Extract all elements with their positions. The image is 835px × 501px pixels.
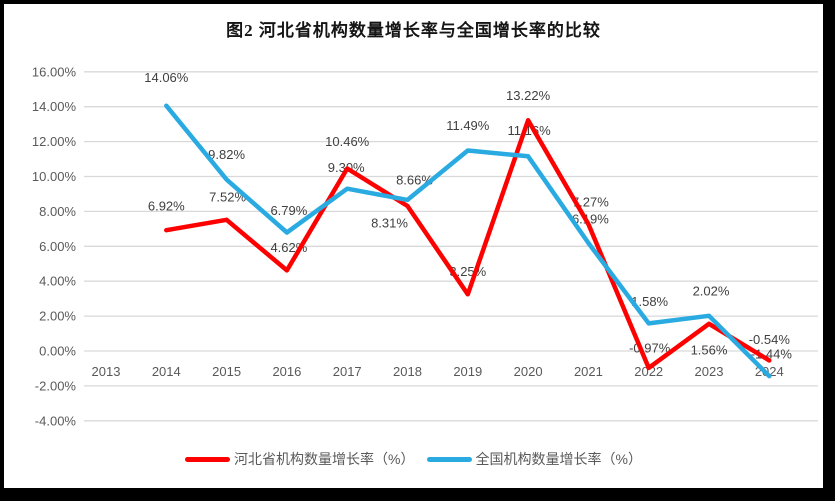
- y-axis-tick-label: 14.00%: [32, 99, 77, 114]
- y-axis-tick-label: 16.00%: [32, 64, 77, 79]
- red-line-swatch-icon: [185, 456, 231, 462]
- x-axis-tick-label: 2023: [695, 364, 724, 379]
- data-label: -0.97%: [629, 340, 671, 355]
- data-label: -0.54%: [749, 332, 791, 347]
- legend-item-hebei: 河北省机构数量增长率（%）: [185, 449, 415, 469]
- blue-line-swatch-icon: [426, 456, 472, 462]
- data-label: 8.31%: [371, 216, 408, 231]
- y-axis-tick-label: 8.00%: [39, 204, 76, 219]
- x-axis-tick-label: 2022: [634, 364, 663, 379]
- x-axis-tick-label: 2021: [574, 364, 603, 379]
- data-label: 14.06%: [144, 70, 189, 85]
- line-chart-plot-area: 16.00% 14.00% 12.00% 10.00% 8.00% 6.00% 4.00% 2…: [32, 64, 818, 428]
- y-axis-tick-label: 12.00%: [32, 134, 77, 149]
- legend-label-hebei: 河北省机构数量增长率（%）: [234, 451, 415, 467]
- data-label: 6.79%: [270, 203, 307, 218]
- chart-figure[interactable]: 图2 河北省机构数量增长率与全国增长率的比较 16.00% 14.00% 12.00…: [4, 4, 823, 488]
- data-label: 9.82%: [208, 147, 245, 162]
- y-axis-tick-label: 0.00%: [39, 344, 76, 359]
- x-axis-tick-label: 2018: [393, 364, 422, 379]
- data-label: 10.46%: [325, 134, 370, 149]
- legend-item-national: 全国机构数量增长率（%）: [426, 449, 642, 469]
- data-label: 7.52%: [209, 189, 246, 204]
- y-axis-tick-label: -2.00%: [35, 378, 77, 393]
- y-axis-tick-label: 10.00%: [32, 169, 77, 184]
- series-line: [164, 103, 772, 379]
- chart-title: 图2 河北省机构数量增长率与全国增长率的比较: [226, 21, 601, 40]
- y-axis-tick-label: 6.00%: [39, 239, 76, 254]
- legend: 河北省机构数量增长率（%） 全国机构数量增长率（%）: [4, 449, 823, 469]
- data-label: 1.58%: [631, 294, 668, 309]
- y-axis-tick-label: 4.00%: [39, 274, 76, 289]
- legend-label-national: 全国机构数量增长率（%）: [475, 451, 642, 467]
- x-axis-tick-label: 2017: [333, 364, 362, 379]
- x-axis-tick-label: 2019: [453, 364, 482, 379]
- data-label: 7.27%: [572, 195, 609, 210]
- series-line: [164, 118, 772, 371]
- y-axis-tick-label: -4.00%: [35, 413, 77, 428]
- data-label: 2.02%: [693, 283, 730, 298]
- x-axis-tick-label: 2014: [152, 364, 181, 379]
- x-axis-tick-label: 2013: [92, 364, 121, 379]
- data-label: 11.16%: [508, 123, 552, 138]
- x-axis-tick-label: 2015: [212, 364, 241, 379]
- data-label: 11.49%: [446, 118, 490, 133]
- data-label: 1.56%: [691, 342, 728, 357]
- x-axis-tick-label: 2020: [514, 364, 543, 379]
- y-axis-tick-label: 2.00%: [39, 309, 76, 324]
- data-label: 13.22%: [506, 88, 551, 103]
- x-axis-tick-label: 2016: [272, 364, 301, 379]
- data-label: 6.92%: [148, 199, 185, 214]
